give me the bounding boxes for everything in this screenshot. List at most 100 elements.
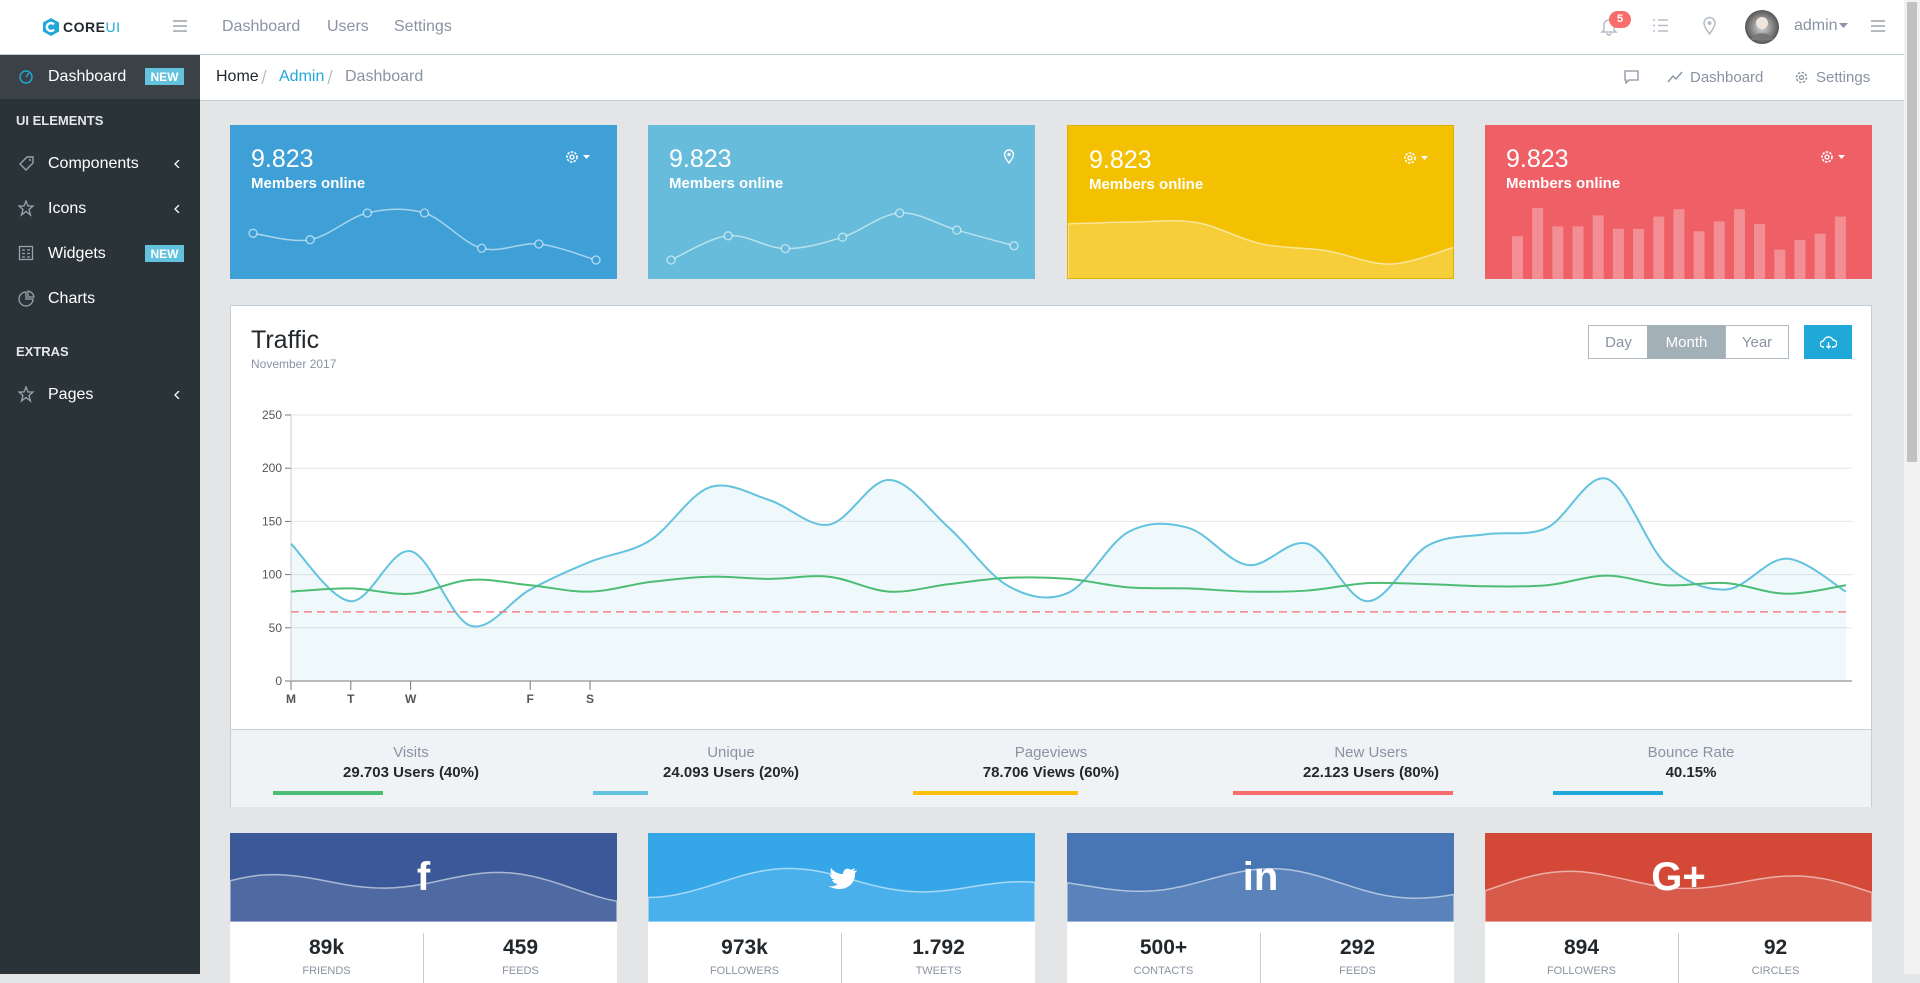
bar bbox=[1532, 208, 1544, 279]
card-value: 9.823 bbox=[1506, 145, 1569, 173]
notif-badge bbox=[1609, 11, 1631, 28]
progress-bar bbox=[1553, 791, 1663, 795]
bar bbox=[1512, 236, 1523, 279]
sparkline-point bbox=[780, 243, 790, 254]
sidebar-toggle[interactable] bbox=[172, 18, 188, 34]
breadcrumb-action[interactable]: Settings bbox=[1816, 69, 1871, 86]
progress-track bbox=[1553, 791, 1828, 795]
bar bbox=[1693, 231, 1705, 279]
y-tick-label: 0 bbox=[275, 674, 282, 688]
aside-toggle[interactable] bbox=[1870, 18, 1886, 34]
card-label: Members online bbox=[1089, 176, 1204, 193]
card-value: 9.823 bbox=[251, 145, 314, 173]
period-button[interactable]: Month bbox=[1647, 325, 1726, 359]
location[interactable] bbox=[1702, 16, 1717, 36]
x-tick-label: M bbox=[286, 692, 296, 706]
sidebar-icon bbox=[19, 70, 33, 84]
sidebar-item[interactable]: Dashboard NEW bbox=[0, 55, 200, 99]
stat-value: 22.123 Users (80%) bbox=[1303, 764, 1439, 781]
breadcrumb-item[interactable]: Home bbox=[216, 68, 259, 85]
notif-count: 5 bbox=[1616, 13, 1624, 25]
bar bbox=[1633, 228, 1645, 279]
stat-value: 40.15% bbox=[1665, 764, 1717, 781]
bar bbox=[1774, 249, 1786, 279]
stat-value: 78.706 Views (60%) bbox=[982, 764, 1120, 781]
social-card: 973k FOLLOWERS 1.792 TWEETS bbox=[648, 833, 1035, 983]
sparkline-point bbox=[419, 208, 430, 218]
sidebar-caret bbox=[174, 205, 180, 213]
y-tick-label: 100 bbox=[262, 568, 282, 582]
nav-link[interactable]: Dashboard bbox=[222, 18, 301, 35]
stat-card: 9.823 Members online bbox=[648, 125, 1035, 279]
cloud-icon bbox=[1820, 336, 1837, 349]
breadcrumb: Home Admin Dashboard Dashboard Settings bbox=[200, 55, 1904, 101]
sidebar-icon bbox=[18, 245, 34, 261]
bar bbox=[1814, 233, 1826, 279]
card-chart bbox=[1068, 220, 1453, 278]
sidebar-icon bbox=[18, 200, 35, 217]
card-value: 9.823 bbox=[669, 145, 732, 173]
progress-bar bbox=[273, 791, 383, 795]
card-settings[interactable] bbox=[1403, 151, 1429, 165]
sidebar-icon bbox=[18, 290, 35, 307]
social-value: 89k bbox=[308, 936, 345, 959]
card-chart bbox=[248, 208, 601, 265]
y-tick-label: 250 bbox=[262, 408, 282, 422]
sidebar: Dashboard NEW UI ELEMENTS Components Icons Wi… bbox=[0, 55, 200, 974]
chat-icon[interactable] bbox=[1624, 70, 1639, 84]
stat-value: 29.703 Users (40%) bbox=[343, 764, 479, 781]
sidebar-item[interactable]: Pages bbox=[0, 373, 200, 417]
sidebar-item[interactable]: Components bbox=[0, 142, 200, 186]
social-divider bbox=[423, 933, 424, 983]
card-settings[interactable] bbox=[565, 150, 591, 164]
card-chart bbox=[666, 208, 1019, 265]
period-button[interactable]: Year bbox=[1725, 325, 1789, 359]
social-card: G+ 894 FOLLOWERS 92 CIRCLES bbox=[1485, 833, 1872, 983]
tasks[interactable] bbox=[1652, 18, 1669, 33]
social-wave bbox=[230, 871, 617, 922]
card-label: Members online bbox=[251, 175, 366, 192]
progress-bar bbox=[593, 791, 648, 795]
social-label: FEEDS bbox=[502, 965, 539, 977]
bar bbox=[1592, 215, 1604, 279]
social-label: CIRCLES bbox=[1751, 965, 1800, 977]
bar bbox=[1572, 226, 1584, 279]
sidebar-label: Components bbox=[48, 155, 139, 172]
social-value: 894 bbox=[1563, 936, 1600, 959]
download-button[interactable] bbox=[1804, 325, 1852, 359]
breadcrumb-action[interactable]: Dashboard bbox=[1690, 69, 1764, 86]
user-name[interactable]: admin bbox=[1794, 17, 1838, 34]
sidebar-item[interactable]: Widgets NEW bbox=[0, 232, 200, 276]
card-value: 9.823 bbox=[1089, 146, 1152, 174]
social-header: in bbox=[1067, 833, 1454, 922]
settings-icon bbox=[1795, 71, 1808, 84]
nav-link[interactable]: Settings bbox=[394, 18, 452, 35]
sidebar-item[interactable]: Charts bbox=[0, 277, 200, 321]
sidebar-item[interactable]: Icons bbox=[0, 187, 200, 231]
stat-card: 9.823 Members online bbox=[1067, 125, 1454, 279]
breadcrumb-item[interactable]: Admin bbox=[279, 68, 325, 85]
nav-link[interactable]: Users bbox=[327, 18, 369, 35]
card-chart bbox=[1512, 208, 1846, 279]
y-tick-label: 150 bbox=[262, 514, 282, 528]
bar bbox=[1794, 239, 1806, 279]
sparkline-point bbox=[534, 239, 544, 249]
sidebar-label: Widgets bbox=[48, 245, 106, 262]
period-button[interactable]: Day bbox=[1588, 325, 1649, 359]
bar bbox=[1552, 226, 1564, 279]
progress-bar bbox=[913, 791, 1078, 795]
sidebar-caret bbox=[174, 391, 180, 399]
traffic-footer: Visits 29.703 Users (40%) Unique 24.093 Use… bbox=[231, 729, 1871, 807]
stat-label: Bounce Rate bbox=[1647, 744, 1735, 761]
sparkline-point bbox=[723, 231, 733, 241]
stat-label: Visits bbox=[393, 744, 429, 761]
card-location[interactable] bbox=[1003, 149, 1015, 164]
header: COREUI Dashboard Users Settings 5 admin bbox=[0, 0, 1904, 55]
series-line bbox=[290, 477, 1847, 628]
sparkline-point bbox=[1009, 241, 1019, 251]
traffic-subtitle: November 2017 bbox=[251, 357, 337, 371]
stat-label: Pageviews bbox=[1014, 744, 1088, 761]
card-settings[interactable] bbox=[1820, 150, 1846, 164]
avatar[interactable] bbox=[1744, 9, 1780, 45]
